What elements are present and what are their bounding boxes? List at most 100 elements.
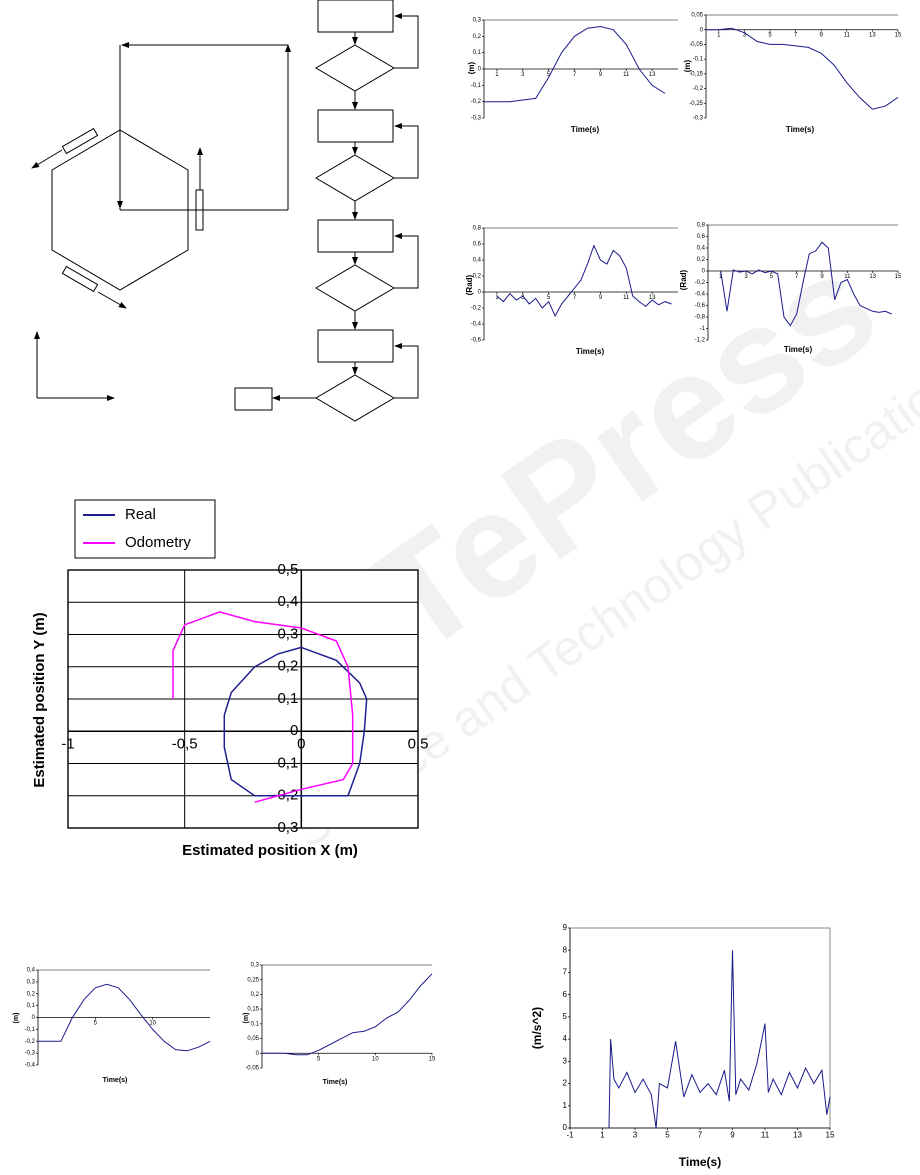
x-axis-label: Time(s) — [784, 345, 813, 354]
y-tick-label: 0,6 — [697, 234, 706, 240]
y-tick-label: -0,3 — [471, 116, 482, 122]
x-tick-label: 0,5 — [408, 736, 429, 753]
y-tick-label: -0,2 — [695, 280, 706, 286]
y-tick-label: 0,1 — [277, 690, 298, 707]
y-tick-label: 0 — [478, 290, 482, 296]
y-tick-label: 0,2 — [27, 991, 36, 997]
x-tick-label: 7 — [573, 295, 577, 301]
y-tick-label: 3 — [563, 1056, 568, 1065]
data-line — [720, 241, 892, 327]
data-line — [262, 973, 433, 1056]
y-tick-label: 0,2 — [697, 257, 706, 263]
y-tick-label: -0,05 — [689, 42, 703, 48]
y-tick-label: -0,3 — [272, 819, 298, 836]
x-axis-label: Time(s) — [103, 1077, 128, 1084]
y-tick-label: -0,4 — [695, 292, 706, 298]
y-tick-label: 0,8 — [473, 226, 482, 232]
x-tick-label: 5 — [770, 274, 774, 280]
loop-arrow — [394, 13, 419, 69]
wheel — [195, 189, 204, 231]
wheel — [61, 265, 99, 293]
decision — [315, 374, 395, 422]
legend-label: Real — [125, 506, 156, 523]
y-tick-label: -0,1 — [471, 83, 482, 89]
y-tick-label: 0 — [256, 1051, 260, 1057]
y-tick-label: -0,2 — [471, 99, 482, 105]
y-axis-label: (Rad) — [465, 274, 474, 295]
x-tick-label: 11 — [623, 72, 630, 78]
y-tick-label: 7 — [563, 968, 568, 977]
x-tick-label: 5 — [547, 295, 551, 301]
x-tick-label: 9 — [599, 295, 603, 301]
hexagon — [51, 129, 189, 291]
y-tick-label: 2 — [563, 1079, 568, 1088]
x-tick-label: 5 — [317, 1056, 321, 1062]
x-tick-label: 7 — [794, 33, 798, 39]
y-tick-label: 0,2 — [473, 274, 482, 280]
y-tick-label: -0,8 — [695, 315, 706, 321]
x-axis-label: Time(s) — [571, 125, 600, 134]
legend-box — [74, 499, 216, 559]
x-axis-label: Time(s) — [576, 347, 605, 356]
y-tick-label: -0,3 — [693, 116, 704, 122]
y-tick-label: -0,3 — [25, 1051, 36, 1057]
y-axis-label: (m) — [13, 1013, 20, 1024]
decision — [315, 154, 395, 202]
y-tick-label: 0,25 — [247, 977, 259, 983]
x-tick-label: 5 — [665, 1130, 670, 1139]
y-tick-label: 0,1 — [251, 1021, 260, 1027]
y-tick-label: 0,3 — [277, 625, 298, 642]
data-line — [608, 950, 831, 1129]
x-tick-label: 9 — [599, 72, 603, 78]
y-tick-label: -0,2 — [25, 1039, 36, 1045]
y-tick-label: -0,1 — [25, 1027, 36, 1033]
x-tick-label: 1 — [600, 1130, 605, 1139]
arrow — [31, 149, 63, 169]
chart: 0,30,20,10-0,1-0,2-0,31 3 5 7 9 11 13Time(s)(m… — [467, 18, 678, 134]
x-tick-label: 9 — [730, 1130, 735, 1139]
y-tick-label: 0,6 — [473, 242, 482, 248]
y-tick-label: -0,25 — [689, 101, 703, 107]
y-tick-label: 0,2 — [473, 34, 482, 40]
x-tick-label: 3 — [521, 295, 525, 301]
y-tick-label: 8 — [563, 945, 568, 954]
chart: 0,80,60,40,20-0,2-0,4-0,6-0,8-1-1,21 3 5 7 9… — [679, 223, 902, 355]
y-tick-label: 0,2 — [277, 658, 298, 675]
x-tick-label: 3 — [744, 274, 748, 280]
x-tick-label: 11 — [844, 274, 851, 280]
y-tick-label: 0,3 — [251, 963, 260, 969]
x-tick-label: 15 — [895, 274, 902, 280]
y-tick-label: 0 — [32, 1015, 36, 1021]
process-box — [317, 329, 394, 363]
x-tick-label: 10 — [149, 1020, 156, 1026]
y-tick-label: -1 — [700, 326, 706, 332]
data-line — [706, 27, 899, 110]
x-tick-label: 7 — [573, 72, 577, 78]
loop-arrow — [394, 123, 419, 179]
x-tick-label: -1 — [61, 736, 74, 753]
x-tick-label: 10 — [372, 1056, 379, 1062]
x-tick-label: 9 — [820, 274, 824, 280]
process-box — [317, 109, 394, 143]
process-box — [317, 0, 394, 33]
x-tick-label: 5 — [547, 72, 551, 78]
y-tick-label: 0 — [700, 27, 704, 33]
chart: 0,80,60,40,20-0,2-0,4-0,61 3 5 7 9 11 13Time(s… — [465, 226, 678, 356]
y-tick-label: -0,6 — [695, 303, 706, 309]
y-tick-label: 4 — [563, 1034, 568, 1043]
wheel — [61, 127, 99, 155]
x-tick-label: 1 — [717, 33, 721, 39]
chart: 0,50,40,30,20,10-0,1-0,2-0,3-1-0,500,5Es… — [31, 499, 429, 859]
x-axis-label: Estimated position X (m) — [182, 842, 358, 859]
x-tick-label: -0,5 — [172, 736, 198, 753]
x-tick-label: 7 — [795, 274, 799, 280]
y-tick-label: -0,05 — [245, 1066, 259, 1072]
y-tick-label: 0,1 — [473, 50, 482, 56]
y-axis-label: (m/s^2) — [530, 1007, 544, 1049]
y-tick-label: 0,4 — [277, 593, 298, 610]
y-tick-label: 0 — [478, 67, 482, 73]
y-tick-label: 0,05 — [691, 13, 703, 19]
legend-label: Odometry — [125, 534, 191, 551]
